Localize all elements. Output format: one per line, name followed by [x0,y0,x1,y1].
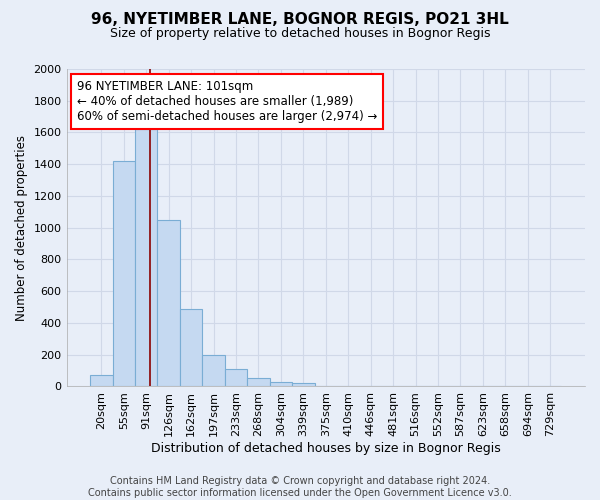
Text: Size of property relative to detached houses in Bognor Regis: Size of property relative to detached ho… [110,28,490,40]
X-axis label: Distribution of detached houses by size in Bognor Regis: Distribution of detached houses by size … [151,442,500,455]
Bar [113,161,135,386]
Bar [247,378,269,386]
Y-axis label: Number of detached properties: Number of detached properties [15,134,28,320]
Bar [157,220,180,386]
Text: Contains HM Land Registry data © Crown copyright and database right 2024.
Contai: Contains HM Land Registry data © Crown c… [88,476,512,498]
Bar [202,354,225,386]
Bar [90,374,113,386]
Bar [292,384,314,386]
Text: 96 NYETIMBER LANE: 101sqm
← 40% of detached houses are smaller (1,989)
60% of se: 96 NYETIMBER LANE: 101sqm ← 40% of detac… [77,80,377,123]
Bar [180,308,202,386]
Bar [135,130,157,386]
Text: 96, NYETIMBER LANE, BOGNOR REGIS, PO21 3HL: 96, NYETIMBER LANE, BOGNOR REGIS, PO21 3… [91,12,509,28]
Bar [225,369,247,386]
Bar [269,382,292,386]
